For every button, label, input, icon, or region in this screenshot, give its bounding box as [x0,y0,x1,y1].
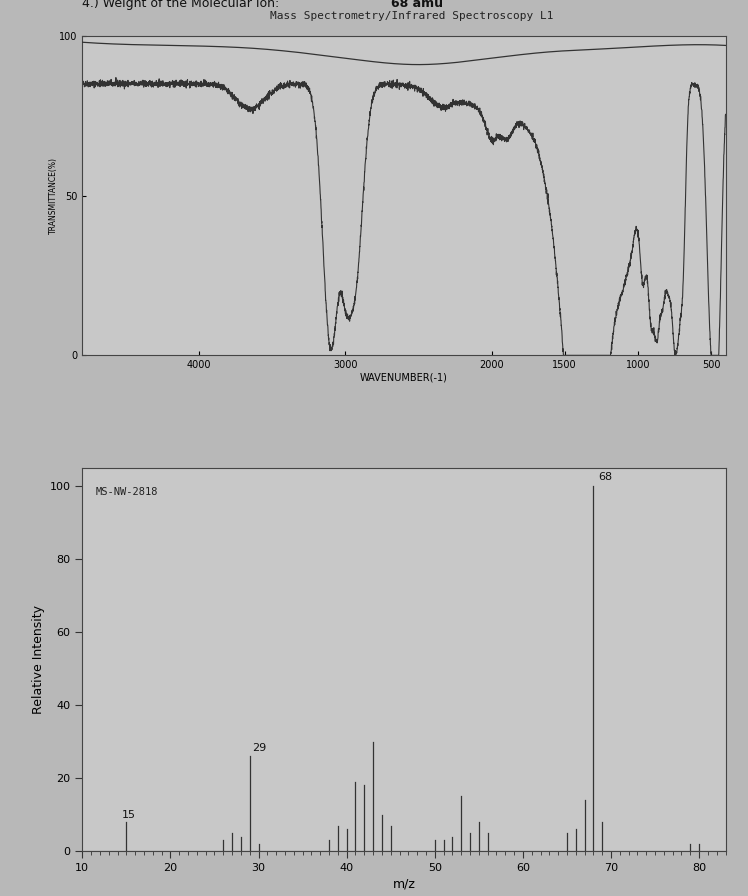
Y-axis label: TRANSMITTANCE(%): TRANSMITTANCE(%) [49,157,58,234]
Text: MS-NW-2818: MS-NW-2818 [95,487,158,497]
Text: 4.) Weight of the Molecular Ion:: 4.) Weight of the Molecular Ion: [82,0,283,10]
Text: Mass Spectrometry/Infrared Spectroscopy L1: Mass Spectrometry/Infrared Spectroscopy … [269,11,554,21]
Text: 29: 29 [252,743,266,753]
Text: 68: 68 [598,472,612,482]
Y-axis label: Relative Intensity: Relative Intensity [32,605,46,714]
Text: 15: 15 [122,810,136,820]
Text: 68 amu: 68 amu [391,0,443,10]
X-axis label: WAVENUMBER(-1): WAVENUMBER(-1) [360,373,448,383]
X-axis label: m/z: m/z [393,877,415,890]
